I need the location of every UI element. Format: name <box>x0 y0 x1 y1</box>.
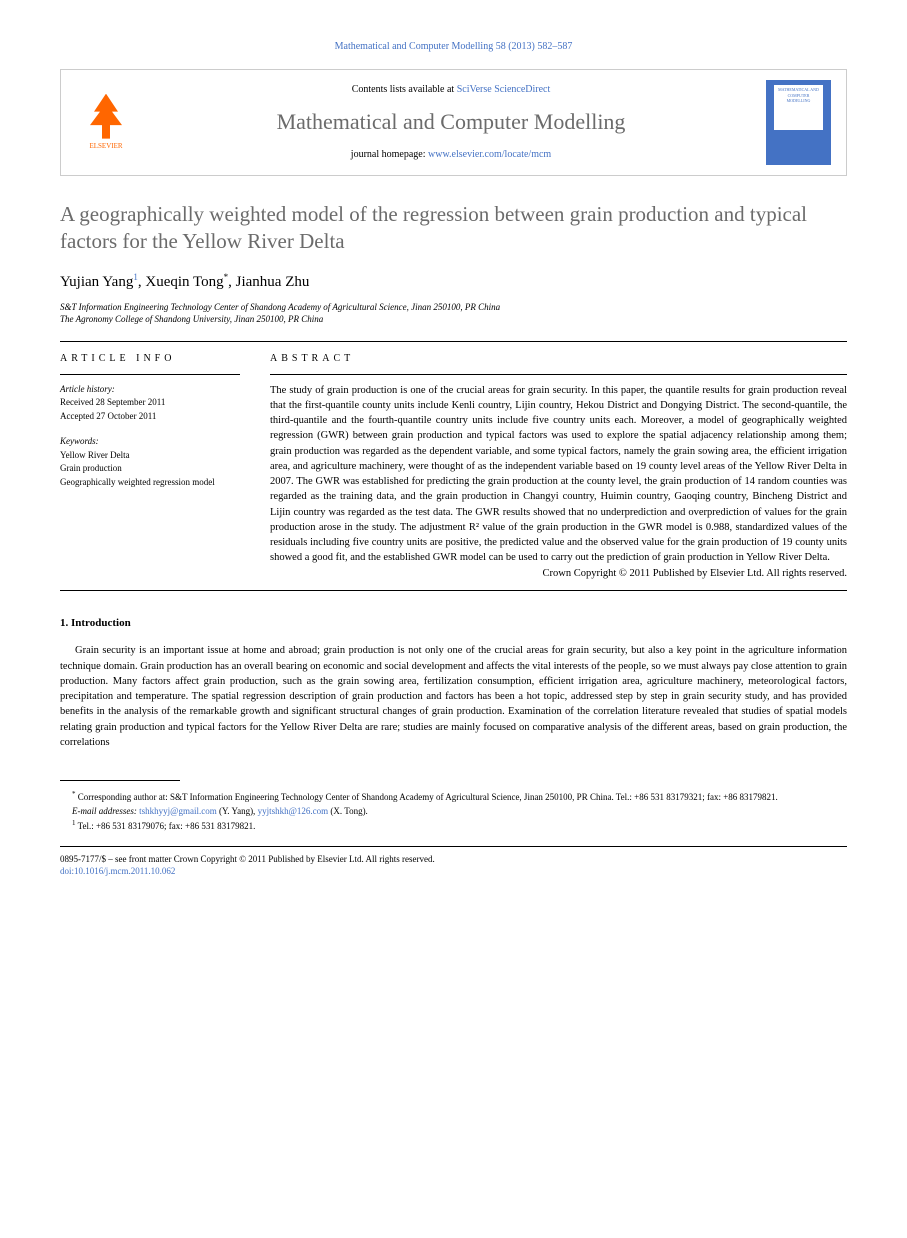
cover-inner-text: MATHEMATICAL AND COMPUTER MODELLING <box>774 85 824 130</box>
history-accepted: Accepted 27 October 2011 <box>60 410 240 424</box>
keywords-label: Keywords: <box>60 435 240 449</box>
affiliation-1: S&T Information Engineering Technology C… <box>60 301 847 314</box>
elsevier-label: ELSEVIER <box>89 142 122 152</box>
info-abstract-row: ARTICLE INFO Article history: Received 2… <box>60 342 847 582</box>
footer-divider <box>60 780 180 781</box>
footnote-emails: E-mail addresses: tshkhyyj@gmail.com (Y.… <box>60 805 847 819</box>
keyword-2: Grain production <box>60 462 240 476</box>
authors-line: Yujian Yang1, Xueqin Tong*, Jianhua Zhu <box>60 271 847 293</box>
author-2: Xueqin Tong <box>145 274 223 290</box>
keyword-1: Yellow River Delta <box>60 449 240 463</box>
front-matter-line: 0895-7177/$ – see front matter Crown Cop… <box>60 853 847 866</box>
sciencedirect-link[interactable]: SciVerse ScienceDirect <box>457 84 551 95</box>
corr-text: Corresponding author at: S&T Information… <box>76 792 778 802</box>
elsevier-logo: ELSEVIER <box>76 88 136 158</box>
abstract-copyright: Crown Copyright © 2011 Published by Else… <box>270 567 847 582</box>
affiliation-2: The Agronomy College of Shandong Univers… <box>60 313 847 326</box>
homepage-prefix: journal homepage: <box>351 149 428 160</box>
fn1-text: Tel.: +86 531 83179076; fax: +86 531 831… <box>76 821 256 831</box>
journal-center: Contents lists available at SciVerse Sci… <box>136 83 766 162</box>
article-info-label: ARTICLE INFO <box>60 342 240 375</box>
affiliations: S&T Information Engineering Technology C… <box>60 301 847 326</box>
bottom-bar: 0895-7177/$ – see front matter Crown Cop… <box>60 846 847 878</box>
keyword-3: Geographically weighted regression model <box>60 476 240 490</box>
history-received: Received 28 September 2011 <box>60 396 240 410</box>
author-1-sup: 1 <box>133 272 138 282</box>
journal-cover-thumbnail: MATHEMATICAL AND COMPUTER MODELLING <box>766 80 831 165</box>
footnote-1: 1 Tel.: +86 531 83179076; fax: +86 531 8… <box>60 818 847 834</box>
intro-paragraph: Grain security is an important issue at … <box>60 643 847 750</box>
contents-prefix: Contents lists available at <box>352 84 457 95</box>
journal-name: Mathematical and Computer Modelling <box>136 107 766 138</box>
contents-line: Contents lists available at SciVerse Sci… <box>136 83 766 97</box>
author-3: Jianhua Zhu <box>236 274 310 290</box>
email-2-suffix: (X. Tong). <box>328 806 368 816</box>
abstract-text: The study of grain production is one of … <box>270 383 847 566</box>
footnote-corresponding: * Corresponding author at: S&T Informati… <box>60 789 847 805</box>
doi-label-link[interactable]: doi: <box>60 866 74 876</box>
keywords-block: Keywords: Yellow River Delta Grain produ… <box>60 435 240 489</box>
introduction-section: 1. Introduction Grain security is an imp… <box>60 616 847 750</box>
article-title: A geographically weighted model of the r… <box>60 201 847 256</box>
doi-link[interactable]: 10.1016/j.mcm.2011.10.062 <box>74 866 175 876</box>
email-link-1[interactable]: tshkhyyj@gmail.com <box>139 806 217 816</box>
intro-heading: 1. Introduction <box>60 616 847 631</box>
email-link-2[interactable]: yyjtshkh@126.com <box>258 806 329 816</box>
history-label: Article history: <box>60 383 240 397</box>
journal-header-box: ELSEVIER Contents lists available at Sci… <box>60 69 847 176</box>
author-2-sup: * <box>224 272 229 282</box>
abstract-label: ABSTRACT <box>270 342 847 375</box>
header-citation: Mathematical and Computer Modelling 58 (… <box>60 40 847 54</box>
homepage-line: journal homepage: www.elsevier.com/locat… <box>136 148 766 162</box>
email-label: E-mail addresses: <box>72 806 139 816</box>
doi-line: doi:10.1016/j.mcm.2011.10.062 <box>60 865 847 878</box>
divider-bottom <box>60 590 847 591</box>
abstract-column: ABSTRACT The study of grain production i… <box>270 342 847 582</box>
article-history: Article history: Received 28 September 2… <box>60 383 240 424</box>
homepage-link[interactable]: www.elsevier.com/locate/mcm <box>428 149 551 160</box>
article-info-column: ARTICLE INFO Article history: Received 2… <box>60 342 240 582</box>
author-1: Yujian Yang <box>60 274 133 290</box>
email-1-suffix: (Y. Yang), <box>217 806 258 816</box>
elsevier-tree-icon <box>86 94 126 139</box>
